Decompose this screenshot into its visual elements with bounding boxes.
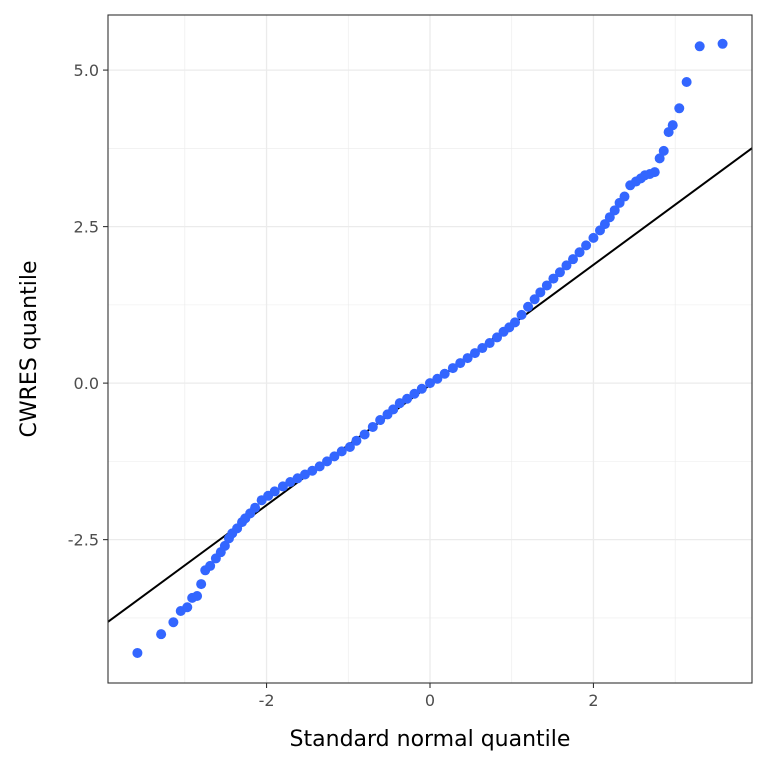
data-point: [168, 617, 179, 628]
data-point: [529, 294, 540, 305]
data-point: [292, 473, 303, 484]
data-point: [299, 469, 310, 480]
data-point: [367, 421, 378, 432]
data-point: [375, 415, 386, 426]
data-point: [409, 388, 420, 399]
data-point: [416, 383, 427, 394]
data-point: [285, 477, 296, 488]
data-point: [394, 398, 405, 409]
data-point: [432, 373, 443, 384]
data-point: [182, 602, 193, 613]
data-point: [205, 560, 216, 571]
data-point: [219, 540, 230, 551]
data-point: [277, 481, 288, 492]
data-point: [132, 647, 143, 658]
data-point: [516, 309, 527, 320]
data-point: [599, 219, 610, 230]
data-point: [439, 368, 450, 379]
data-point: [492, 332, 503, 343]
data-point: [619, 191, 630, 202]
x-tick-label: 0: [425, 691, 435, 710]
data-point: [344, 441, 355, 452]
data-point: [388, 404, 399, 415]
data-point: [250, 502, 261, 513]
data-point: [269, 486, 280, 497]
data-point: [156, 629, 167, 640]
data-point: [568, 254, 579, 265]
x-axis-ticks: -2 0 2: [259, 683, 599, 710]
data-point: [329, 451, 340, 462]
x-tick-label: 2: [588, 691, 598, 710]
data-point: [535, 287, 546, 298]
x-axis-label: Standard normal quantile: [290, 727, 571, 752]
data-point: [541, 280, 552, 291]
y-axis-ticks: -2.5 0.0 2.5 5.0: [68, 61, 108, 550]
data-point: [667, 120, 678, 131]
data-point: [574, 247, 585, 258]
y-tick-label: 0.0: [74, 374, 99, 393]
data-point: [484, 338, 495, 349]
data-point: [654, 153, 665, 164]
data-point: [649, 167, 660, 178]
data-point: [462, 353, 473, 364]
y-tick-label: -2.5: [68, 531, 99, 550]
data-point: [674, 103, 685, 114]
data-point: [523, 301, 534, 312]
data-point: [581, 240, 592, 251]
data-point: [658, 145, 669, 156]
data-point: [314, 461, 325, 472]
data-point: [548, 273, 559, 284]
data-point: [509, 317, 520, 328]
data-point: [359, 429, 370, 440]
data-point: [196, 579, 207, 590]
data-point: [307, 465, 318, 476]
data-point: [717, 38, 728, 49]
points: [132, 38, 728, 658]
data-point: [351, 435, 362, 446]
data-point: [322, 456, 333, 467]
grid: [108, 15, 752, 683]
data-point: [681, 76, 692, 87]
data-point: [192, 590, 203, 601]
y-tick-label: 2.5: [74, 218, 99, 237]
data-point: [425, 378, 435, 389]
y-axis-label: CWRES quantile: [17, 261, 42, 438]
data-point: [604, 212, 615, 223]
data-point: [447, 363, 458, 374]
data-point: [455, 358, 466, 369]
data-point: [336, 446, 347, 457]
data-point: [554, 267, 565, 278]
data-point: [609, 205, 620, 216]
data-point: [694, 41, 705, 52]
data-point: [477, 343, 488, 354]
data-point: [402, 393, 413, 404]
data-point: [561, 260, 572, 271]
y-tick-label: 5.0: [74, 61, 99, 80]
x-tick-label: -2: [259, 691, 275, 710]
data-point: [469, 348, 480, 359]
data-point: [588, 232, 599, 243]
